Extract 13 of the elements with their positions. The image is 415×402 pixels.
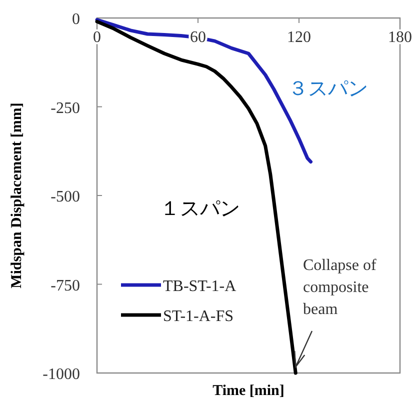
legend-label: TB-ST-1-A	[163, 278, 237, 295]
y-tick-label: -500	[50, 188, 80, 206]
y-tick-label: -250	[50, 100, 80, 117]
annotation: Collapse of composite beam	[303, 257, 376, 318]
x-tick-label: 120	[287, 29, 311, 46]
annotation: ３スパン	[288, 76, 368, 100]
y-tick-label: -750	[50, 277, 80, 294]
x-axis-title: Time [min]	[212, 383, 284, 399]
legend-label: ST-1-A-FS	[163, 308, 234, 325]
y-tick-label: -1000	[42, 366, 80, 383]
y-axis-title: Midspan Displacement [mm]	[9, 102, 25, 288]
annotation: １スパン	[160, 196, 240, 220]
y-tick-label: 0	[72, 11, 80, 28]
